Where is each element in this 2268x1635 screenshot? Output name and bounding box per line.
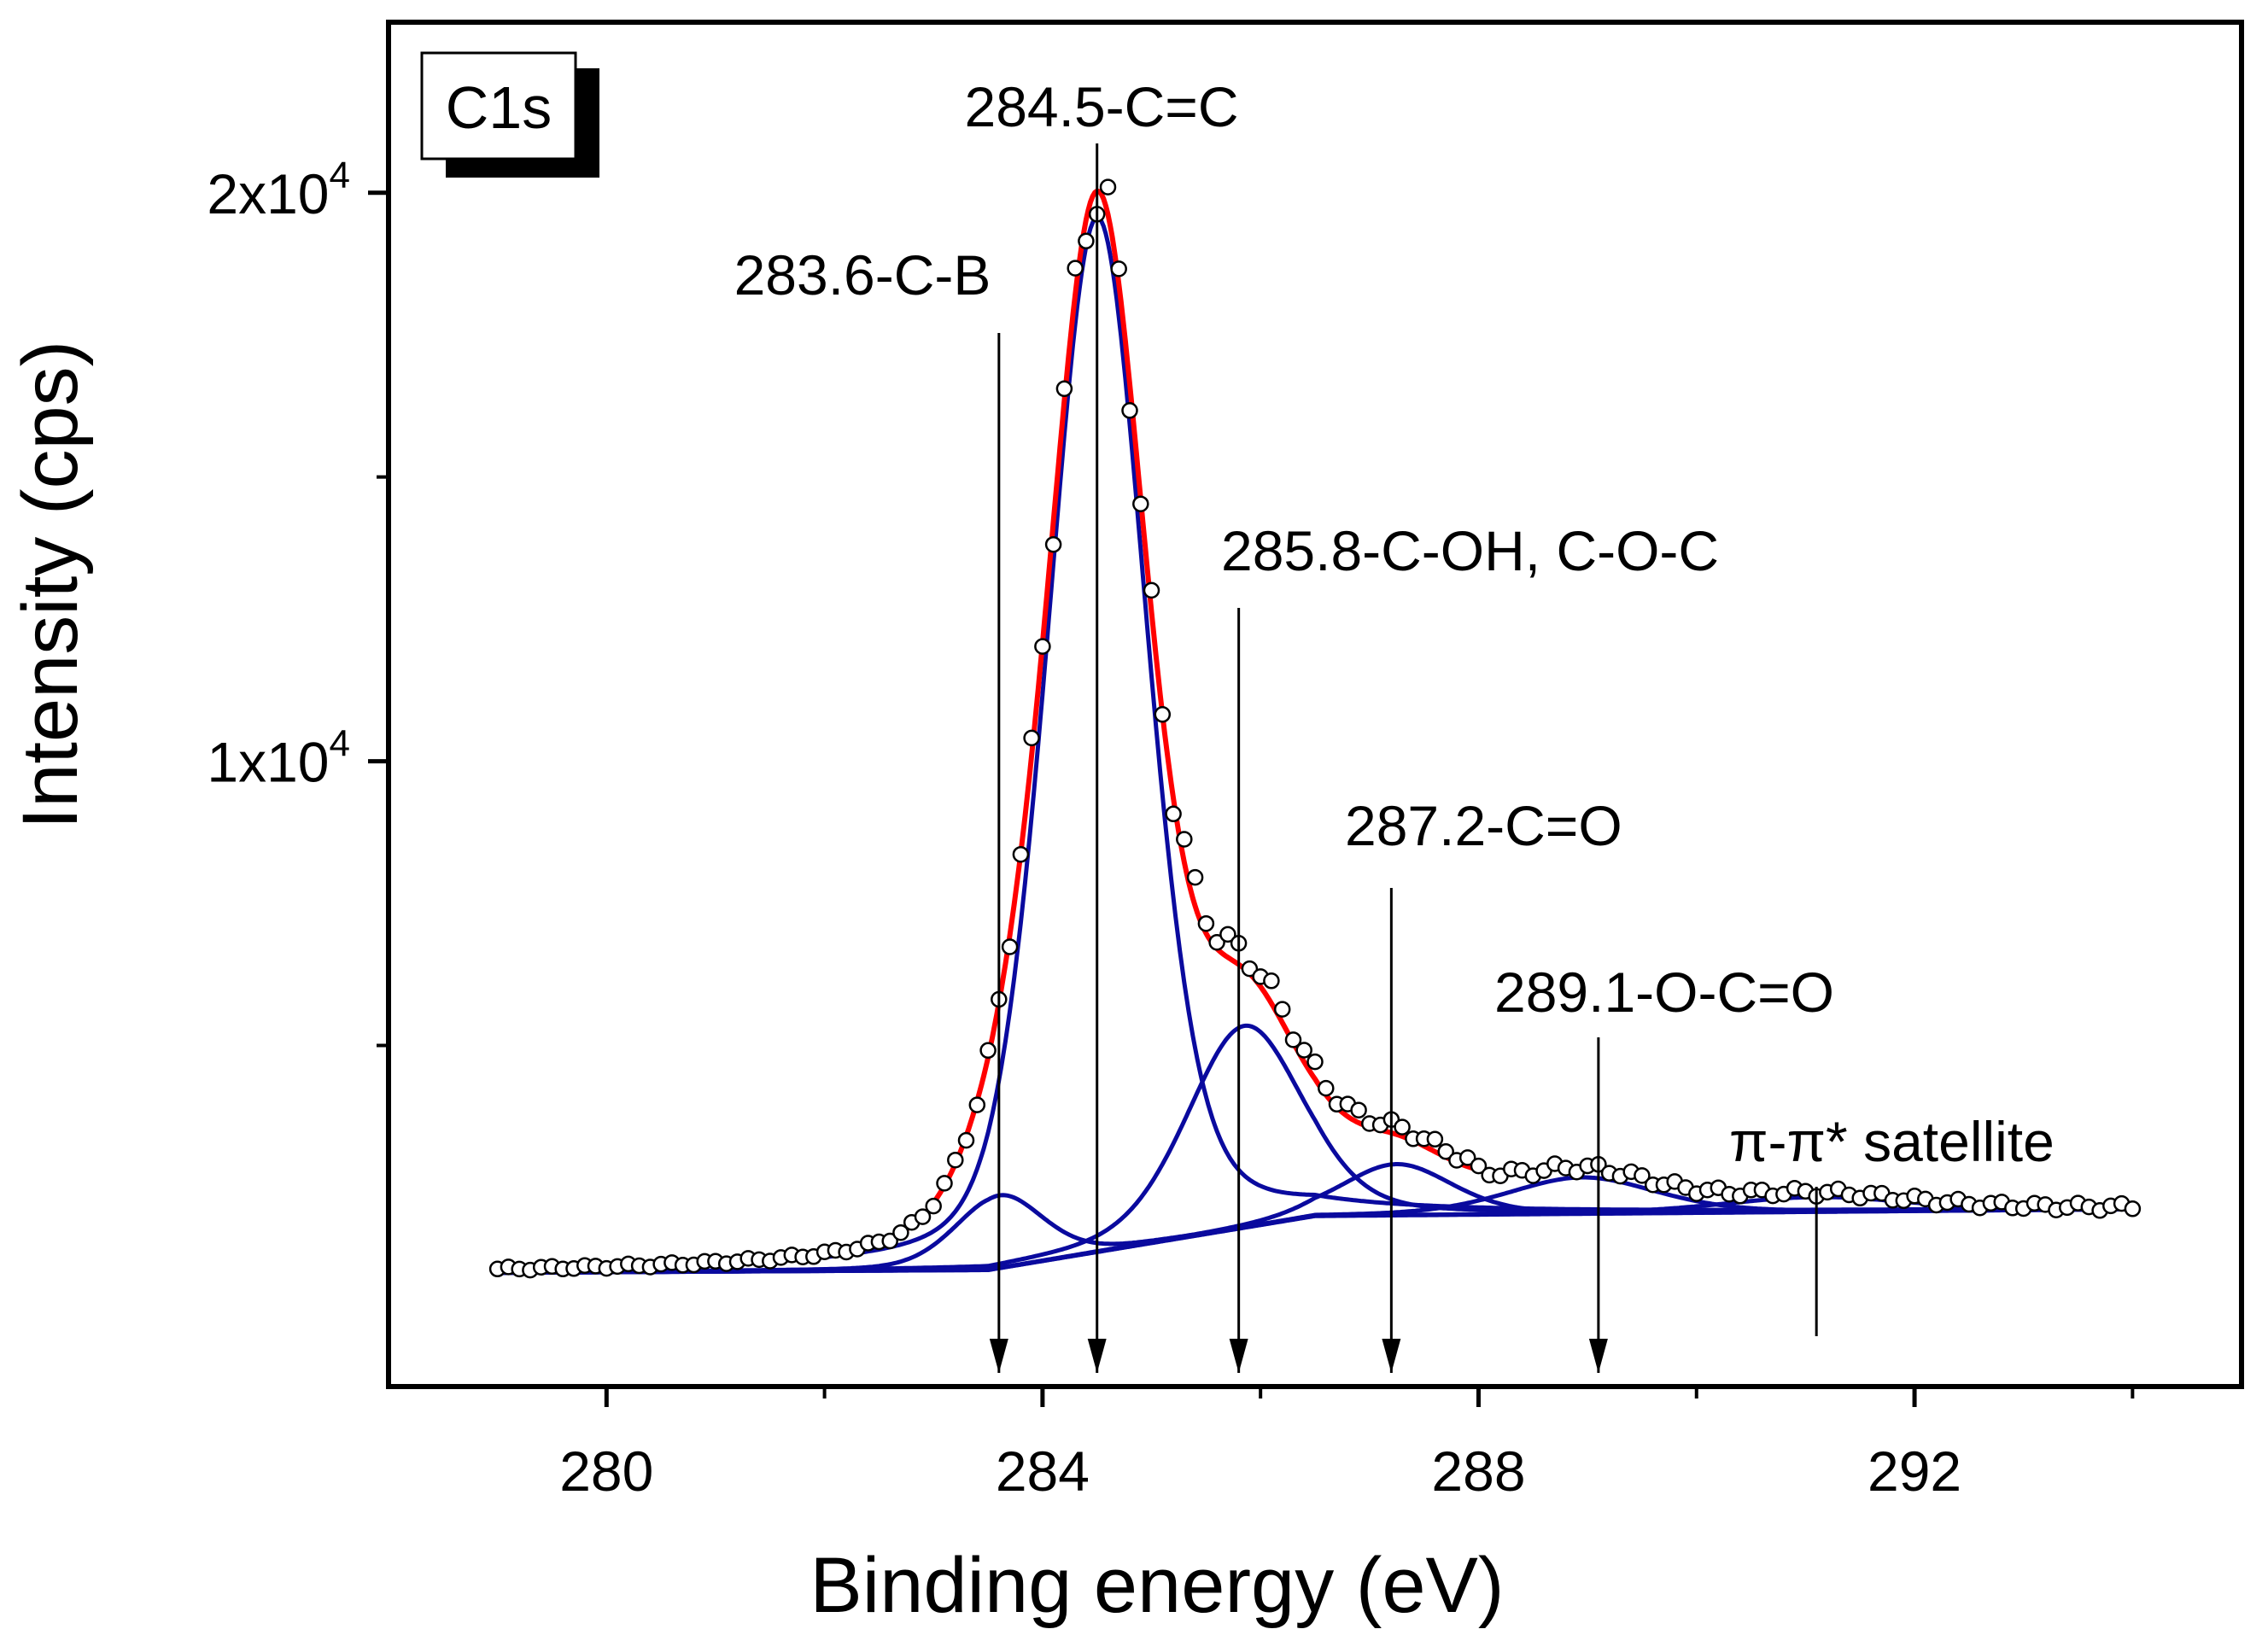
x-tick-label-284: 284 [996,1439,1090,1503]
y-axis-title: Intensity (cps) [7,341,94,830]
x-tick-label-292: 292 [1868,1439,1961,1503]
data-point [1176,831,1193,848]
plot-border [386,20,2244,1389]
data-point [1394,1118,1411,1136]
data-point [1437,1143,1454,1160]
data-point [979,1042,997,1060]
data-point [1110,260,1127,277]
data-point [1219,926,1236,943]
data-point [1318,1079,1335,1097]
data-point [1458,1149,1476,1166]
data-point [1295,1042,1312,1059]
x-tick-label-288: 288 [1431,1439,1525,1503]
fit-envelope [497,188,2133,1272]
experimental-points [488,178,2142,1279]
annotation-label-5: π-π* satellite [1729,1110,2055,1173]
data-point [1143,581,1160,599]
data-point [1208,933,1225,951]
y-tick-label-20000: 2x104 [207,155,350,225]
annotation-label-0: 283.6-C-B [734,243,991,307]
data-point [1132,495,1149,512]
data-point [968,1096,986,1113]
data-point [914,1208,932,1225]
data-point [1186,868,1204,886]
y-tick-exponent: 4 [330,155,350,196]
data-point [957,1131,975,1149]
data-point [2124,1200,2142,1217]
data-point [1154,706,1172,723]
data-point [1241,960,1259,978]
plot-frame [386,20,2244,1389]
peak-annotations: 283.6-C-B 284.5-C=C 285.8-C-OH, C-O-C 287.2… [734,75,2055,1373]
data-point [881,1232,898,1250]
data-point [1197,914,1215,932]
data-point [1055,380,1073,398]
annotation-label-3: 287.2-C=O [1345,794,1622,857]
data-point [1001,938,1019,955]
x-axis-title: Binding energy (eV) [810,1542,1504,1629]
panel-label-box [420,51,577,161]
panel-label: C1s [420,51,599,178]
data-point [1284,1031,1302,1048]
data-point [892,1223,909,1241]
data-point [1306,1053,1324,1071]
data-point [1426,1130,1444,1148]
data-point [1165,805,1182,823]
data-point [1023,729,1040,747]
data-point [1099,178,1117,196]
data-point [1470,1157,1488,1175]
annotation-label-2: 285.8-C-OH, C-O-C [1221,519,1719,582]
data-point [1067,260,1084,277]
x-axis: 280 284 288 292 [559,1387,2135,1503]
y-tick-mantissa: 1x10 [207,731,329,794]
data-point [1078,232,1095,250]
y-tick-label-10000: 1x104 [207,723,350,794]
data-point [947,1151,964,1169]
data-point [1350,1101,1367,1118]
fit-curves [497,188,2133,1276]
annotation-label-1: 284.5-C=C [964,75,1238,138]
data-point [1121,402,1138,419]
data-point [925,1197,942,1215]
data-point [1263,972,1280,990]
y-tick-exponent: 4 [330,723,350,765]
data-point [1034,638,1051,655]
x-tick-label-280: 280 [559,1439,653,1503]
data-point [936,1175,953,1192]
data-point [1273,1001,1291,1018]
data-point [1012,845,1030,863]
panel-label-text: C1s [446,74,552,141]
annotation-label-4: 289.1-O-C=O [1494,961,1834,1024]
y-tick-mantissa: 2x10 [207,162,329,225]
data-point [1634,1167,1651,1184]
data-point [1044,535,1062,553]
